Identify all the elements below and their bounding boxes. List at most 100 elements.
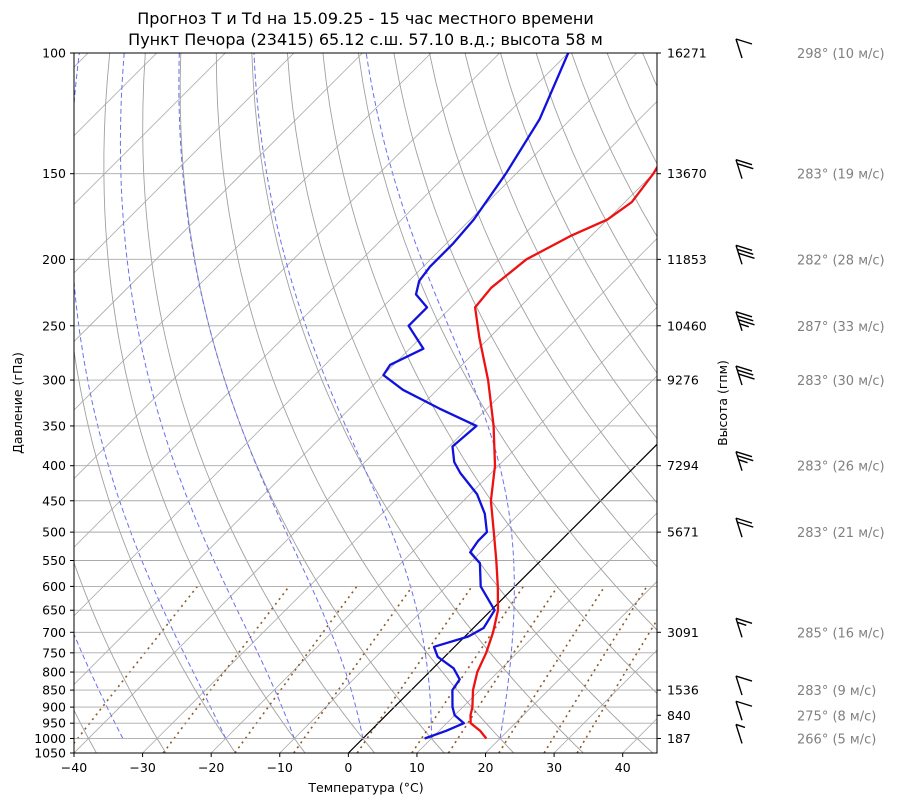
isotherm-line [485,580,657,753]
isotherm-line [210,306,657,753]
isotherm-line [74,53,500,480]
wind-barb-flag [737,521,754,528]
pressure-tick-label: 750 [42,645,66,660]
chart-title-line2: Пункт Печора (23415) 65.12 с.ш. 57.10 в.… [128,30,603,49]
pressure-gridlines [74,53,657,753]
wind-barb [735,675,753,696]
pressure-tick-label: 650 [42,603,66,618]
wind-barb [735,451,754,471]
height-tick-label: 13670 [667,166,707,181]
pressure-tick-label: 600 [42,579,66,594]
background-lines [74,53,900,753]
wind-barb [735,517,754,538]
pressure-tick-label: 250 [42,318,66,333]
pressure-tick-label: 700 [42,625,66,640]
wind-barb-flag [735,617,753,624]
isotherm-line [74,100,657,685]
wind-barb-flag [737,248,754,256]
dry-adiabat-line [74,53,236,753]
dry-adiabat-line [749,53,900,753]
moist-adiabat-line [178,53,364,739]
isotherm-line [74,53,638,617]
x-tick-label: 40 [615,760,631,775]
wind-barb-flag [737,455,754,462]
pressure-tick-label: 950 [42,716,66,731]
wind-barb-flag [738,373,755,380]
wind-barb-flag [737,369,754,376]
wind-barb-staff [735,38,743,59]
wind-barb-staff [735,701,743,721]
mixing-ratio-line [576,618,657,753]
x-tick-label: −10 [267,760,293,775]
wind-barb-flag [738,319,755,326]
wind-label: 275° (8 м/с) [797,709,876,724]
isotherm-line [416,512,657,753]
pressure-tick-label: 500 [42,525,66,540]
wind-barb-flag [735,311,753,318]
wind-barb-staff [735,159,743,179]
isotherm-line [279,375,657,753]
wind-barb-flag [735,517,753,524]
wind-label: 283° (26 м/с) [797,460,885,475]
isotherm-line [74,53,226,205]
isotherm-line [74,53,295,274]
x-tick-label: 20 [478,760,494,775]
wind-barb-flag [735,159,753,166]
wind-barb-staff [735,245,743,265]
wind-barb [735,244,755,265]
wind-label: 298° (10 м/с) [797,47,885,62]
mixing-ratio-line [234,585,358,753]
wind-label: 282° (28 м/с) [797,253,885,268]
wind-barbs: 298° (10 м/с) 283° (19 м/с) 282° (28 м/с) 2… [735,38,885,747]
wind-barb [735,311,755,331]
pressure-tick-label: 400 [42,458,66,473]
pressure-tick-label: 450 [42,493,66,508]
wind-barb [735,617,753,638]
height-tick-label: 16271 [667,46,707,61]
mixing-ratio-line [543,585,648,753]
mixing-ratio-line [447,585,559,753]
wind-label: 283° (21 м/с) [797,526,885,541]
series-Td-line [382,53,570,740]
wind-barb-flag [735,365,753,372]
wind-label: 287° (33 м/с) [797,320,885,335]
dry-adiabat-line [500,53,657,374]
height-tick-label: 9276 [667,373,699,388]
profile-lines [382,53,657,740]
isotherm-line [74,53,363,343]
wind-label: 283° (19 м/с) [797,168,885,183]
pressure-tick-label: 150 [42,166,66,181]
wind-barb-flag [735,675,753,682]
isotherm-line [74,53,569,548]
isotherm-line [622,718,657,753]
dry-adiabat-line [571,53,657,238]
dry-adiabat-line [642,53,657,88]
isotherm-line [760,53,900,753]
isotherm-line [74,53,432,411]
pressure-tick-label: 200 [42,252,66,267]
wind-barb-half [735,723,746,729]
wind-label: 283° (30 м/с) [797,374,885,389]
x-tick-label: −20 [198,760,224,775]
x-axis-ticks: −40 −30 −20 −10 0 10 20 30 40 [61,753,631,775]
dry-adiabat-line [179,53,445,753]
pressure-tick-label: 300 [42,373,66,388]
wind-label: 285° (16 м/с) [797,626,885,641]
height-axis-ticks: 16271 13670 11853 10460 9276 7294 5671 3091 1536… [657,46,707,746]
wind-barb [735,723,746,744]
series-T-line [469,165,657,740]
mixing-ratio-line [411,585,525,753]
wind-barb-flag [735,244,753,252]
height-tick-label: 10460 [667,318,707,333]
x-tick-label: 30 [546,760,562,775]
dry-adiabat-line [286,53,654,753]
pressure-tick-label: 1050 [34,746,66,761]
x-tick-label: 0 [344,760,352,775]
height-tick-label: 3091 [667,625,699,640]
y-axis-label: Давление (гПа) [10,352,25,454]
wind-barb [735,38,753,59]
dry-adiabat-line [464,53,657,440]
wind-barb [735,159,754,179]
wind-barb-staff [735,724,743,744]
